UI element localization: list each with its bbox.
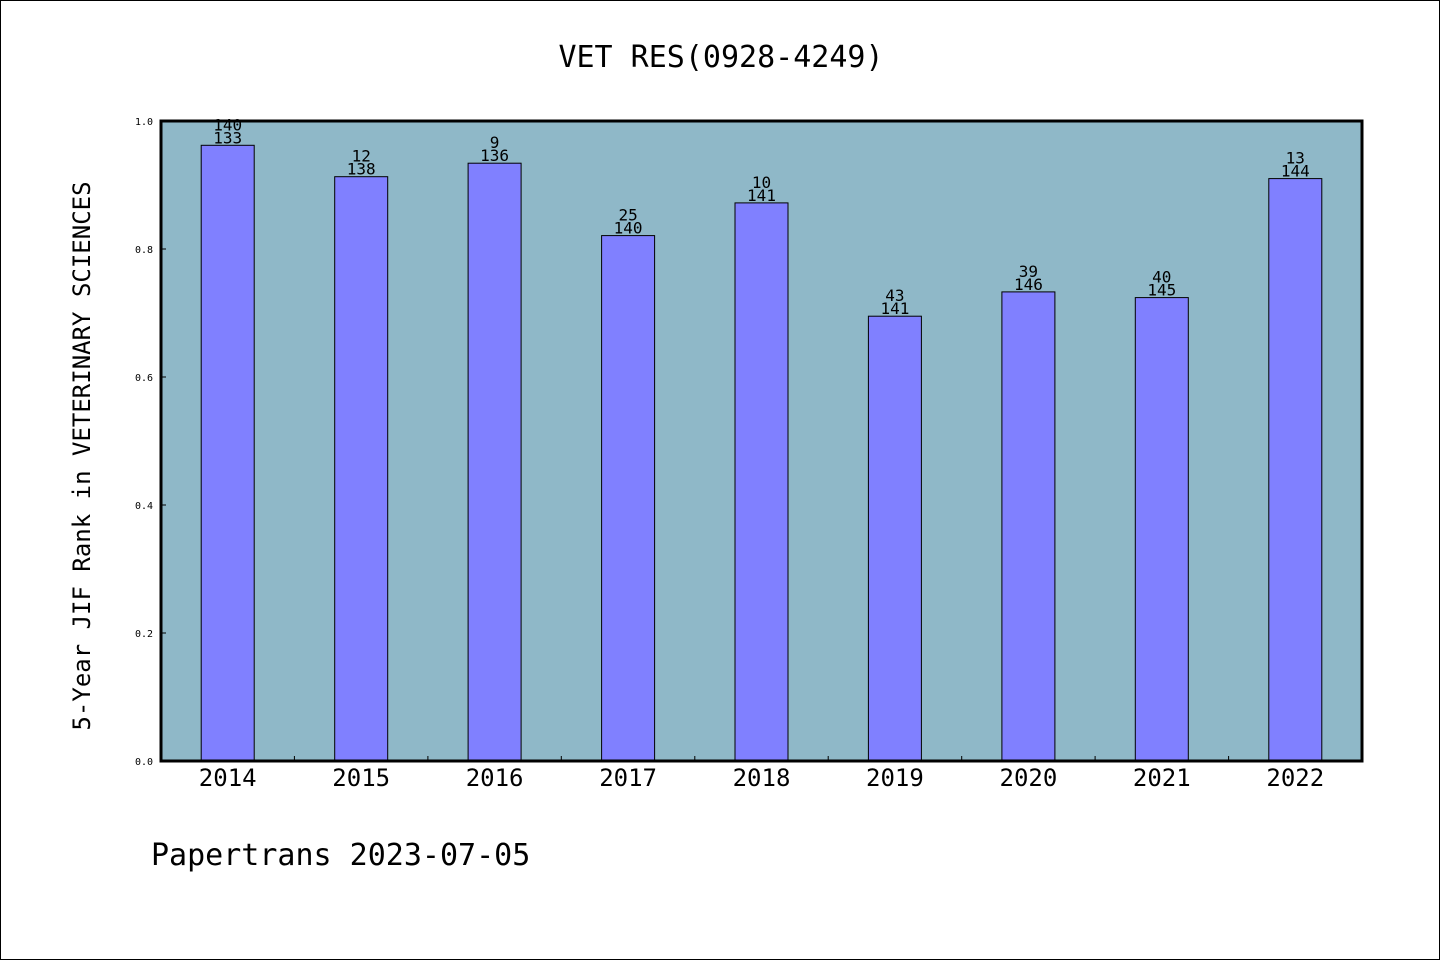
bar-2019 <box>867 315 922 762</box>
chart-title: VET RES(0928-4249) <box>558 40 883 75</box>
bar-total-label-2015: 138 <box>347 160 376 179</box>
bar-total-label-2018: 141 <box>747 186 776 205</box>
y-tick-label-0.4: 0.4 <box>135 501 153 512</box>
bar-rank-label-2018: 10 <box>752 173 771 192</box>
bar-2015 <box>334 176 389 762</box>
y-tick-label-0.8: 0.8 <box>135 245 153 256</box>
bar-rank-label-2021: 40 <box>1152 268 1171 287</box>
bar-2017 <box>601 235 656 762</box>
x-tick-label-2018: 2018 <box>733 764 791 792</box>
y-tick-label-0.0: 0.0 <box>135 757 153 768</box>
y-axis-label: 5-Year JIF Rank in VETERINARY SCIENCES <box>68 181 96 730</box>
footer-text: Papertrans 2023-07-05 <box>151 838 530 873</box>
plot-border <box>159 119 1364 763</box>
x-tick-label-2015: 2015 <box>332 764 390 792</box>
bar-2014 <box>200 144 255 762</box>
bar-total-label-2021: 145 <box>1147 281 1176 300</box>
bar-total-label-2022: 144 <box>1281 162 1310 181</box>
bar-2022 <box>1268 178 1323 762</box>
bar-2016 <box>467 162 522 762</box>
bar-2021 <box>1134 297 1189 762</box>
x-tick-label-2020: 2020 <box>1000 764 1058 792</box>
bar-rank-label-2017: 25 <box>618 206 637 225</box>
y-tick-label-0.2: 0.2 <box>135 629 153 640</box>
x-tick-label-2017: 2017 <box>599 764 657 792</box>
bar-total-label-2016: 136 <box>480 146 509 165</box>
bar-2020 <box>1001 291 1056 762</box>
x-tick-label-2014: 2014 <box>199 764 257 792</box>
bar-total-label-2020: 146 <box>1014 275 1043 294</box>
x-tick-label-2019: 2019 <box>866 764 924 792</box>
y-tick-label-1.0: 1.0 <box>135 117 153 128</box>
x-tick-label-2021: 2021 <box>1133 764 1191 792</box>
bar-rank-label-2019: 43 <box>885 286 904 305</box>
bar-total-label-2017: 140 <box>614 219 643 238</box>
bar-rank-label-2015: 12 <box>352 147 371 166</box>
x-tick-label-2022: 2022 <box>1266 764 1324 792</box>
x-tick-label-2016: 2016 <box>466 764 524 792</box>
bar-rank-label-2022: 13 <box>1286 149 1305 168</box>
y-tick-label-0.6: 0.6 <box>135 373 153 384</box>
bar-total-label-2014: 133 <box>213 128 242 147</box>
bar-rank-label-2020: 39 <box>1019 262 1038 281</box>
bar-rank-label-2016: 9 <box>490 133 500 152</box>
bar-total-label-2019: 141 <box>880 299 909 318</box>
ticks-layer: 2014 2015 2016 2017 2018 2019 2020 2021 2022 0.0 0… <box>135 117 1324 792</box>
bar-2018 <box>734 202 789 762</box>
